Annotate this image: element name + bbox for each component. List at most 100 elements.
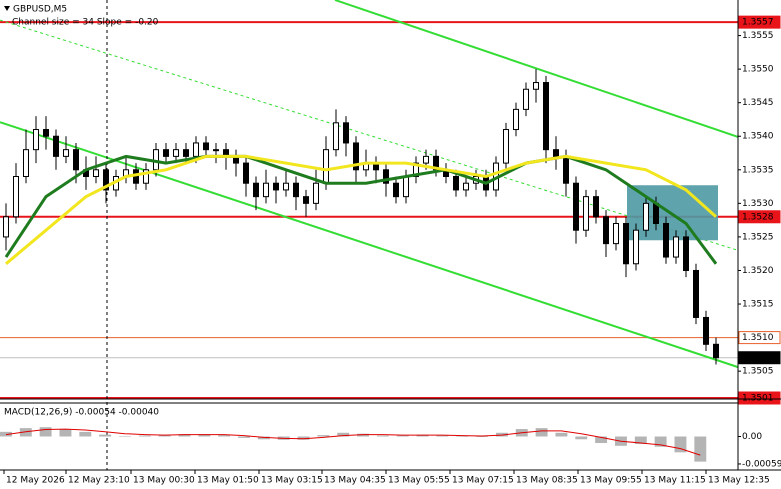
histogram-bar <box>575 436 588 440</box>
y-tick-label: 1.3515 <box>742 300 774 310</box>
candle-body <box>63 149 69 157</box>
y-tick-label: 1.3505 <box>742 367 774 377</box>
y-tick-label: 1.3540 <box>742 132 774 142</box>
histogram-bar <box>297 436 310 440</box>
candle-body <box>663 222 669 258</box>
y-tick-label: 0.00 <box>742 432 762 442</box>
candle-body <box>653 202 659 224</box>
candle-body <box>613 222 619 245</box>
histogram-bar <box>357 433 369 437</box>
y-tick-label: 1.3530 <box>742 199 774 209</box>
histogram-bar <box>694 436 707 462</box>
candle-body <box>383 169 389 184</box>
histogram-bar <box>674 436 687 453</box>
candle-body <box>43 129 49 137</box>
candle-body <box>523 88 529 110</box>
price-level-tag <box>738 210 781 224</box>
histogram-bar <box>535 428 548 437</box>
candle-body <box>623 222 629 265</box>
histogram-bar <box>119 436 131 437</box>
candle-body <box>413 162 419 178</box>
histogram-bar <box>238 436 250 438</box>
histogram-bar <box>138 435 151 437</box>
candle-body <box>163 149 169 157</box>
candle-body <box>423 155 429 164</box>
histogram-bar <box>476 436 489 437</box>
x-tick-label: 13 May 08:35 <box>516 476 578 486</box>
moving-average <box>5 154 718 265</box>
price-level-tag <box>738 331 781 345</box>
candle-body <box>703 316 709 345</box>
candle-body <box>353 142 359 171</box>
histogram-bar <box>634 436 647 444</box>
candle-body <box>23 149 29 178</box>
x-tick-label: 12 May 2026 <box>6 476 65 486</box>
y-tick-label: 1.3550 <box>742 65 774 75</box>
price-level-tag <box>738 15 781 29</box>
candle-body <box>103 169 109 191</box>
candle-body <box>563 155 569 184</box>
histogram-bar <box>654 436 667 447</box>
candle-body <box>343 122 349 144</box>
y-tick-label: 1.3555 <box>742 31 774 41</box>
x-tick-label: 13 May 11:15 <box>644 476 706 486</box>
histogram-bar <box>595 436 608 444</box>
candle-body <box>73 149 79 171</box>
candle-body <box>33 129 39 151</box>
candle-body <box>243 162 249 184</box>
signal-line <box>5 428 701 456</box>
candle-body <box>433 155 439 171</box>
price-level-label: 1.3528 <box>742 212 774 222</box>
price-level-label: 1.3557 <box>742 18 774 28</box>
histogram-bar <box>198 434 211 437</box>
histogram-bar <box>376 435 389 437</box>
candle-body <box>673 236 679 258</box>
y-tick-label: -0.00059 <box>742 459 781 469</box>
candle-body <box>543 82 549 151</box>
candle-body <box>313 182 319 204</box>
candle-body <box>643 202 649 231</box>
candle-body <box>183 149 189 157</box>
candle-body <box>213 149 219 152</box>
histogram-bar <box>317 435 330 437</box>
symbol-icon <box>4 6 10 11</box>
candle-body <box>403 176 409 198</box>
candle-body <box>533 82 539 90</box>
chart-title: GBPUSD,M5 <box>13 5 67 15</box>
candle-body <box>193 142 199 157</box>
histogram-bar <box>39 427 52 437</box>
x-tick-label: 13 May 04:35 <box>324 476 386 486</box>
histogram-bar <box>19 428 32 437</box>
candle-body <box>173 149 179 157</box>
candle-body <box>463 182 469 191</box>
candle-body <box>573 182 579 231</box>
candle-body <box>303 196 309 204</box>
candle-body <box>203 142 209 151</box>
candle-body <box>273 182 279 191</box>
candle-body <box>583 196 589 231</box>
price-level-label: 1.3507 <box>742 353 774 363</box>
candle-body <box>93 169 99 178</box>
channel-line <box>0 19 739 251</box>
channel-line <box>334 0 739 138</box>
candle-body <box>713 343 719 359</box>
x-tick-label: 13 May 03:15 <box>261 476 323 486</box>
histogram-bar <box>555 432 568 437</box>
x-tick-label: 13 May 05:55 <box>388 476 450 486</box>
price-level-tag <box>738 351 781 365</box>
candle-body <box>553 149 559 157</box>
candle-body <box>283 182 289 191</box>
candle-body <box>263 182 269 198</box>
candle-body <box>333 122 339 151</box>
y-tick-label: 1.3525 <box>742 232 774 242</box>
price-level-tag <box>738 391 781 405</box>
candle-body <box>53 135 59 157</box>
x-tick-label: 12 May 23:10 <box>68 476 130 486</box>
histogram-bar <box>218 435 231 437</box>
histogram-bar <box>79 431 92 437</box>
candle-body <box>683 236 689 271</box>
histogram-bar <box>178 434 191 437</box>
x-tick-label: 13 May 09:55 <box>580 476 642 486</box>
